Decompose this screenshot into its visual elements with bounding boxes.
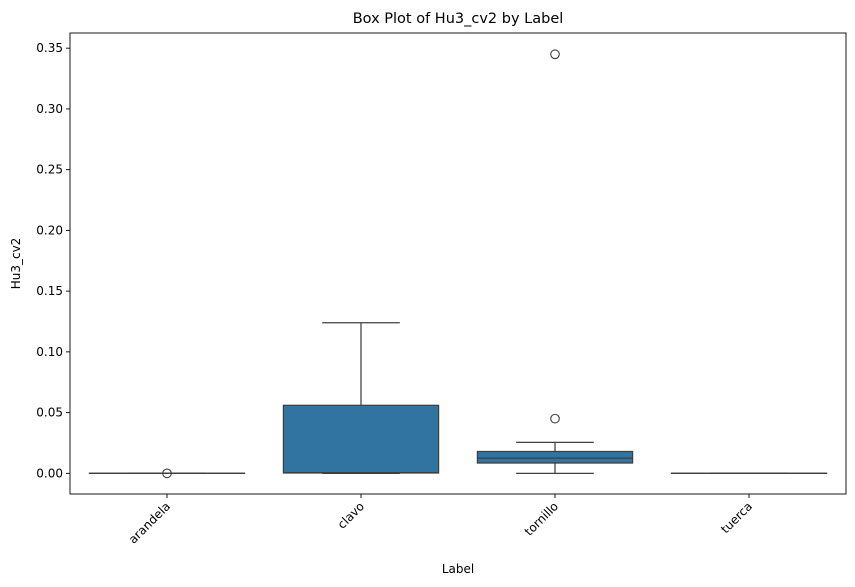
- outlier-point: [550, 413, 560, 424]
- y-tick-label: 0.15: [36, 284, 63, 298]
- y-tick-label: 0.00: [36, 466, 63, 480]
- y-tick-label: 0.25: [36, 163, 63, 177]
- x-tick-label: arandela: [126, 499, 173, 546]
- y-tick-label: 0.20: [36, 223, 63, 237]
- plot-frame: [69, 32, 847, 495]
- outlier-point: [550, 49, 560, 60]
- chart-title: Box Plot of Hu3_cv2 by Label: [353, 11, 564, 27]
- y-tick-label: 0.35: [36, 41, 63, 55]
- x-axis: arandela clavo tornillo tuerca: [126, 494, 755, 547]
- iqr-box: [476, 450, 634, 464]
- iqr-box: [282, 404, 440, 474]
- x-tick-label: tuerca: [718, 499, 755, 536]
- boxes: [88, 49, 828, 479]
- y-tick-label: 0.10: [36, 345, 63, 359]
- outlier-point: [162, 468, 172, 479]
- box-tornillo: [476, 49, 634, 474]
- box-arandela: [88, 468, 246, 479]
- box-clavo: [282, 322, 440, 474]
- x-tick-label: clavo: [335, 499, 367, 531]
- x-axis-title: Label: [442, 562, 474, 576]
- y-axis: 0.00 0.05 0.10 0.15 0.20 0.25 0.30 0.35: [36, 41, 70, 480]
- y-tick-label: 0.30: [36, 102, 63, 116]
- y-axis-title: Hu3_cv2: [9, 238, 23, 290]
- y-tick-label: 0.05: [36, 406, 63, 420]
- x-tick-label: tornillo: [522, 499, 561, 538]
